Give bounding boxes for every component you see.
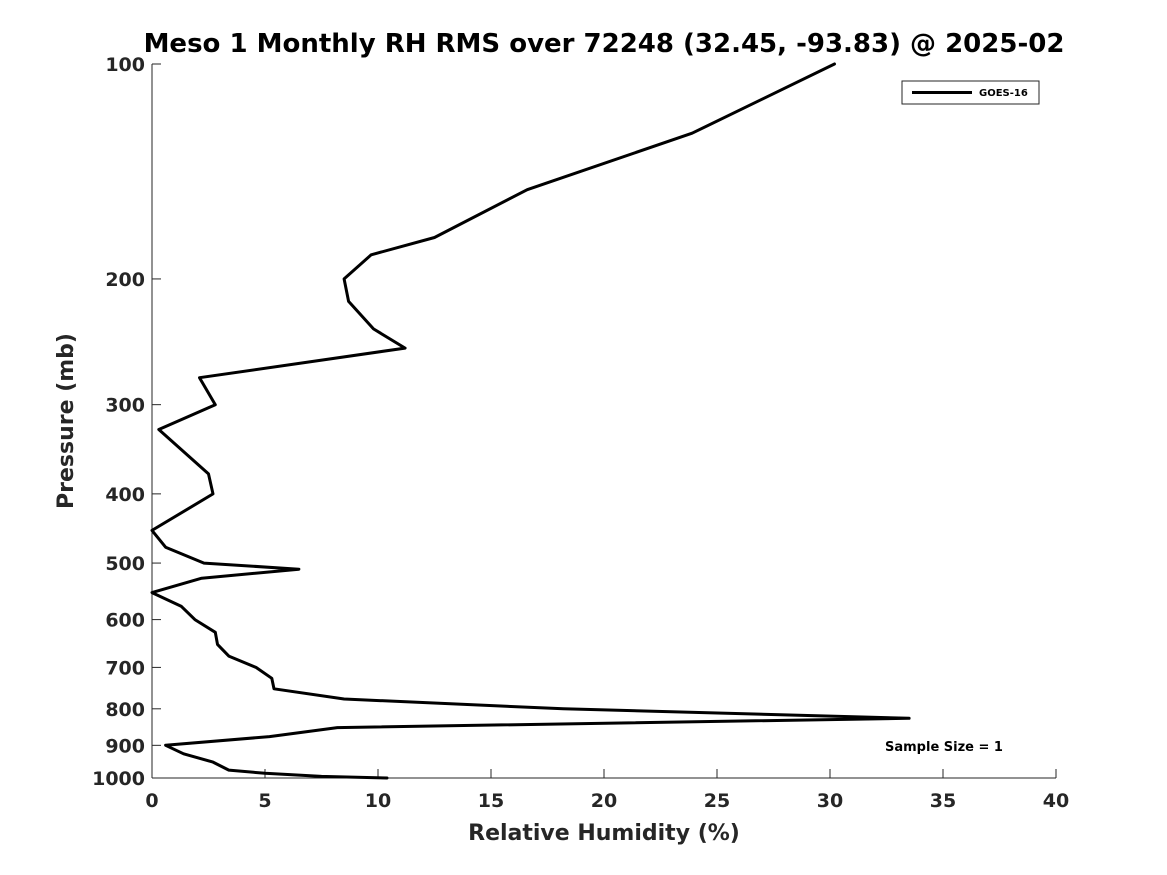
legend-label-goes16: GOES-16	[979, 88, 1028, 99]
y-tick-label: 1000	[92, 768, 145, 790]
y-tick-label: 800	[105, 699, 145, 721]
y-ticks: 100 200 300 400 500 600 700 800 900 1000	[92, 54, 161, 790]
y-tick-label: 200	[105, 269, 145, 291]
x-axis-label: Relative Humidity (%)	[468, 821, 740, 846]
sample-size-annotation: Sample Size = 1	[885, 740, 1003, 755]
x-tick-label: 5	[258, 790, 271, 812]
plot-axes	[151, 64, 1056, 779]
x-tick-label: 0	[145, 790, 158, 812]
x-tick-label: 15	[478, 790, 504, 812]
x-ticks: 0 5 10 15 20 25 30 35 40	[145, 769, 1069, 812]
x-tick-label: 20	[591, 790, 617, 812]
y-tick-label: 400	[105, 484, 145, 506]
y-tick-label: 600	[105, 610, 145, 632]
x-tick-label: 40	[1043, 790, 1069, 812]
y-tick-label: 900	[105, 735, 145, 757]
legend: GOES-16	[901, 80, 1040, 105]
y-tick-label: 300	[105, 395, 145, 417]
chart-title: Meso 1 Monthly RH RMS over 72248 (32.45,…	[144, 29, 1065, 59]
x-tick-label: 25	[704, 790, 730, 812]
series-line-goes16	[150, 62, 911, 780]
x-tick-label: 30	[817, 790, 843, 812]
y-axis-label: Pressure (mb)	[54, 333, 79, 509]
y-tick-label: 100	[105, 54, 145, 76]
series-layer	[150, 62, 911, 780]
x-tick-label: 10	[365, 790, 391, 812]
x-tick-label: 35	[930, 790, 956, 812]
y-tick-label: 500	[105, 553, 145, 575]
y-tick-label: 700	[105, 657, 145, 679]
